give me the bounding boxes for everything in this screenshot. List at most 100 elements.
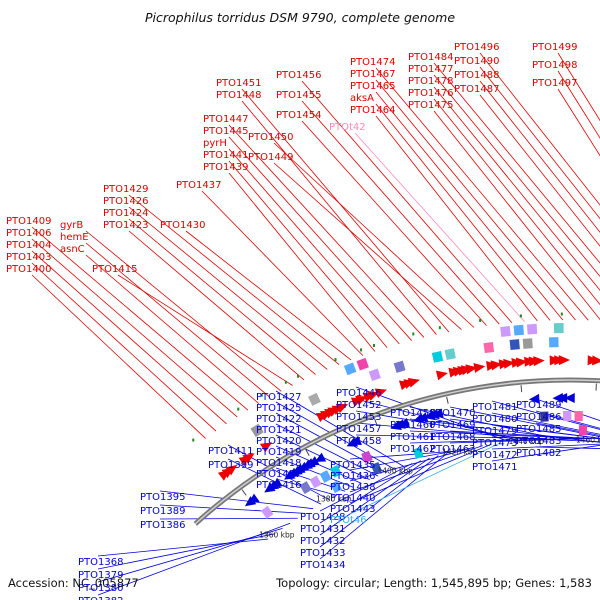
- forward-leader-line: [433, 110, 600, 321]
- reverse-gene-arrow: [308, 456, 320, 466]
- forward-leader-line: [273, 162, 462, 330]
- reverse-leader-line: [227, 444, 330, 501]
- forward-leader-line: [31, 238, 238, 418]
- forward-leader-line: [479, 52, 600, 206]
- kbp-tick-label: 1440 kbp: [509, 437, 545, 446]
- reverse-gene-label: PTO1480: [472, 414, 517, 425]
- forward-cog-box: [509, 339, 520, 350]
- forward-leader-line: [433, 74, 600, 278]
- forward-gene-label: pyrH: [203, 138, 227, 149]
- forward-gene-label: PTO1400: [6, 264, 51, 275]
- forward-leader-line: [201, 190, 364, 356]
- forward-cog-box: [250, 423, 264, 438]
- forward-leader-line: [85, 254, 260, 404]
- reverse-gene-label: PTO1460: [390, 420, 435, 431]
- reverse-gene-label: PTO1483: [516, 436, 561, 447]
- forward-gene-label: PTO1497: [532, 78, 577, 89]
- forward-leader-line: [479, 66, 600, 220]
- reverse-cog-box: [319, 470, 332, 483]
- forward-gene-arrow: [515, 357, 528, 368]
- forward-leader-line: [128, 194, 340, 365]
- forward-cog-box: [526, 323, 538, 335]
- forward-gene-label: hemE: [60, 232, 89, 243]
- reverse-gene-label: PTO1421: [256, 425, 301, 436]
- forward-gene-arrow: [335, 403, 349, 414]
- forward-leader-line: [185, 230, 352, 361]
- reverse-gene-label: PTO1485: [516, 424, 561, 435]
- reverse-gene-label: PTO1462: [390, 444, 435, 455]
- forward-gene-arrow: [473, 363, 486, 373]
- backbone-highlight: [194, 379, 600, 525]
- reverse-gene-label: PTO1417: [256, 469, 301, 480]
- reverse-gene-label: PTO1422: [256, 414, 301, 425]
- forward-leader-line: [273, 142, 475, 328]
- reverse-gene-label: PTO1379: [78, 570, 123, 581]
- ruler-mark: [560, 312, 563, 316]
- forward-cog-box: [356, 357, 369, 371]
- kbp-ticks: 1360 kbp 1380 kbp 1400 kbp 1420 kbp 1440 kbp…: [241, 383, 600, 539]
- reverse-cog-box: [578, 425, 588, 436]
- ruler-mark: [284, 380, 287, 384]
- reverse-gene-arrow: [398, 417, 410, 428]
- forward-gene-label: PTO1455: [276, 90, 321, 101]
- reverse-leader-line: [409, 430, 574, 439]
- reverse-gene-label: PTO1452: [336, 400, 381, 411]
- forward-leader-line: [479, 80, 600, 233]
- kbp-tick-label: 1460 kbp: [576, 436, 600, 445]
- reverse-cog-box: [260, 505, 274, 519]
- reverse-leader-line: [159, 490, 314, 510]
- reverse-gene-label: PTO1420: [256, 436, 301, 447]
- reverse-gene-label: PTO1486: [516, 412, 561, 423]
- forward-cog-box: [431, 350, 444, 363]
- forward-gene-label: PTO1465: [350, 81, 395, 92]
- reverse-leader-line: [349, 446, 474, 482]
- forward-gene-arrow: [503, 358, 515, 369]
- forward-gene-label: PTO1426: [103, 196, 148, 207]
- forward-cog-box: [393, 360, 406, 373]
- forward-cog-box: [522, 338, 533, 349]
- forward-cog-box: [553, 323, 564, 334]
- reverse-gene-label: PTO1470: [430, 408, 475, 419]
- reverse-leader-line: [349, 443, 492, 504]
- reverse-leader-line: [349, 445, 483, 493]
- forward-gene-label: PTO1404: [6, 240, 51, 251]
- reverse-gene-label: PTO1440: [330, 493, 375, 504]
- reverse-gene-arrow: [416, 412, 429, 423]
- forward-leader-line: [479, 94, 600, 247]
- ruler-mark: [260, 393, 263, 397]
- forward-gene-arrow: [225, 464, 238, 476]
- reverse-cog-box: [361, 450, 373, 464]
- reverse-gene-label: PTO1382: [78, 596, 123, 600]
- reverse-leader-line: [535, 398, 600, 421]
- forward-leader-line: [375, 67, 589, 321]
- forward-leader-line: [31, 274, 206, 439]
- reverse-leader-line: [409, 418, 565, 439]
- reverse-leader-line: [319, 460, 422, 524]
- forward-gene-label: PTO1464: [350, 105, 395, 116]
- reverse-leader-line: [275, 412, 387, 474]
- forward-leader-line: [31, 250, 227, 425]
- reverse-gene-label: PTO1427: [256, 392, 301, 403]
- reverse-leader-line: [319, 463, 413, 512]
- reverse-gene-label: PTO1395: [140, 492, 185, 503]
- forward-cog-box: [444, 348, 456, 360]
- forward-gene-label: PTO1456: [276, 70, 321, 81]
- ruler-mark: [334, 358, 337, 362]
- forward-leader-line: [433, 62, 600, 264]
- reverse-gene-arrow: [248, 493, 260, 504]
- reverse-gene-label: PTO1471: [472, 462, 517, 473]
- reverse-leader-line: [449, 438, 592, 444]
- forward-gene-label: PTO1441: [203, 150, 248, 161]
- ruler-mark: [360, 348, 363, 352]
- reverse-gene-label: PTO1386: [140, 520, 185, 531]
- reverse-leader-line: [355, 422, 537, 440]
- reverse-gene-label: PTO1411: [208, 446, 253, 457]
- kbp-tick: [241, 489, 247, 496]
- reverse-gene-label: PTO1436: [330, 471, 375, 482]
- reverse-cog-box: [299, 481, 312, 494]
- reverse-leader-line: [159, 517, 298, 520]
- forward-leader-line: [375, 103, 551, 321]
- reverse-gene-arrow: [528, 393, 540, 404]
- forward-leader-line: [85, 230, 282, 392]
- forward-gene-label: PTO1467: [350, 69, 395, 80]
